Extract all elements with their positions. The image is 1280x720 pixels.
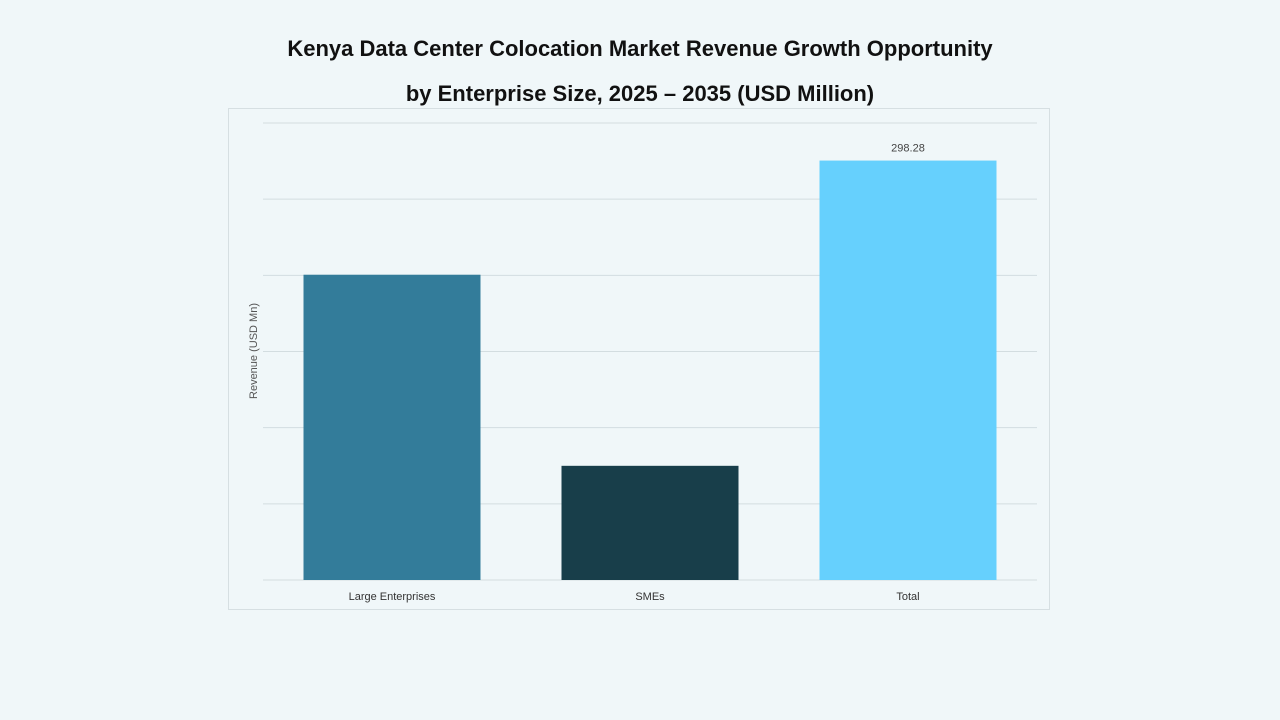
bar [303, 274, 481, 580]
chart-subtitle: by Enterprise Size, 2025 – 2035 (USD Mil… [405, 81, 875, 106]
x-tick-label: Total [896, 591, 919, 603]
bar [561, 465, 739, 580]
x-tick-label: SMEs [635, 591, 665, 603]
data-label: 298.28 [891, 143, 925, 155]
chart-frame [228, 108, 1050, 610]
chart-title: Kenya Data Center Colocation Market Reve… [287, 36, 993, 61]
x-tick-label: Large Enterprises [349, 591, 436, 603]
bar [819, 160, 997, 580]
